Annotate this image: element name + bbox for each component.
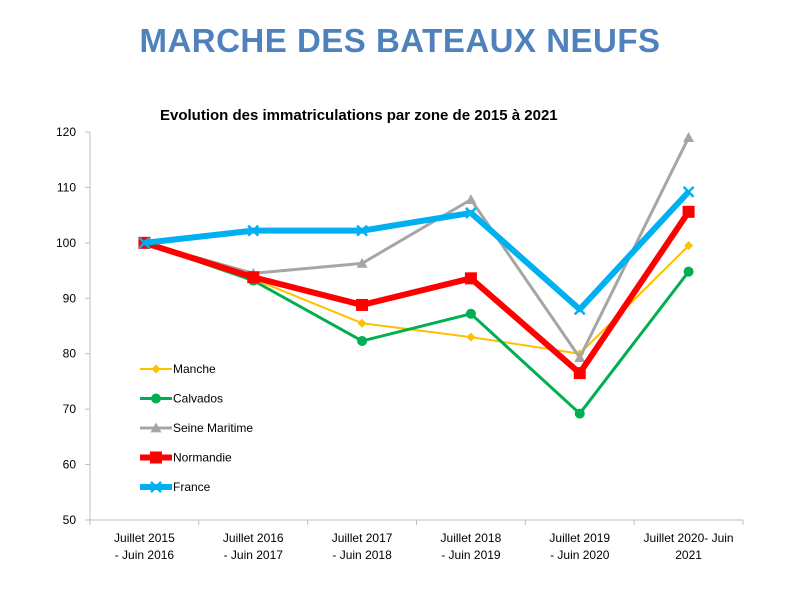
normandie-marker <box>682 205 695 218</box>
y-tick-label: 100 <box>56 236 76 250</box>
manche-marker <box>466 332 476 342</box>
legend-label: France <box>173 480 211 494</box>
france-marker <box>138 236 151 249</box>
seine-maritime-marker <box>465 194 477 205</box>
x-tick-label: Juillet 2020- Juin 2021 <box>644 531 734 562</box>
y-tick-label: 60 <box>63 458 77 472</box>
calvados-marker <box>465 308 476 319</box>
chart-title: Evolution des immatriculations par zone … <box>160 107 558 124</box>
legend-label: Normandie <box>173 451 232 465</box>
calvados-marker <box>574 408 585 419</box>
y-tick-label: 80 <box>63 347 77 361</box>
legend-item-normandie: Normandie <box>140 451 232 465</box>
france-marker <box>356 224 368 237</box>
page-title: MARCHE DES BATEAUX NEUFS <box>139 22 661 59</box>
seine-maritime-marker <box>356 257 368 268</box>
france-marker <box>573 303 586 316</box>
seine-maritime-line <box>144 136 690 360</box>
manche-marker <box>684 241 694 251</box>
series-normandie <box>138 205 695 380</box>
legend-normandie-marker <box>150 451 162 464</box>
legend-seine-maritime-marker <box>150 422 162 433</box>
y-tick-label: 120 <box>56 125 76 139</box>
normandie-marker <box>356 298 369 311</box>
legend-item-seine-maritime: Seine Maritime <box>140 421 253 435</box>
france-marker <box>465 207 477 219</box>
calvados-marker <box>683 266 694 277</box>
x-tick-label: Juillet 2016- Juin 2017 <box>223 531 284 562</box>
x-tick-label: Juillet 2018- Juin 2019 <box>441 531 502 562</box>
france-marker <box>247 224 260 237</box>
x-tick-label: Juillet 2019- Juin 2020 <box>549 531 610 562</box>
legend-label: Manche <box>173 362 216 376</box>
normandie-marker <box>573 367 586 380</box>
normandie-line <box>143 210 692 377</box>
france-marker <box>682 185 695 198</box>
manche-marker <box>357 318 367 328</box>
y-tick-label: 90 <box>63 291 77 305</box>
legend-manche-marker <box>151 364 161 374</box>
legend-label: Seine Maritime <box>173 421 253 435</box>
x-tick-label: Juillet 2017- Juin 2018 <box>332 531 393 562</box>
legend-item-france: France <box>140 480 211 494</box>
legend-item-calvados: Calvados <box>140 392 223 406</box>
legend-item-manche: Manche <box>140 362 216 376</box>
x-tick-label: Juillet 2015- Juin 2016 <box>114 531 175 562</box>
seine-maritime-marker <box>574 352 586 362</box>
series-france <box>138 185 695 316</box>
y-tick-label: 50 <box>63 513 77 527</box>
legend-france-marker <box>150 481 162 493</box>
france-line <box>144 189 691 313</box>
legend-calvados-marker <box>151 393 161 404</box>
normandie-marker <box>247 271 260 284</box>
calvados-marker <box>357 335 368 346</box>
seine-maritime-marker <box>683 132 695 142</box>
y-tick-label: 110 <box>57 180 76 194</box>
y-tick-label: 70 <box>63 402 77 416</box>
legend-label: Calvados <box>173 392 223 406</box>
normandie-marker <box>464 272 477 285</box>
